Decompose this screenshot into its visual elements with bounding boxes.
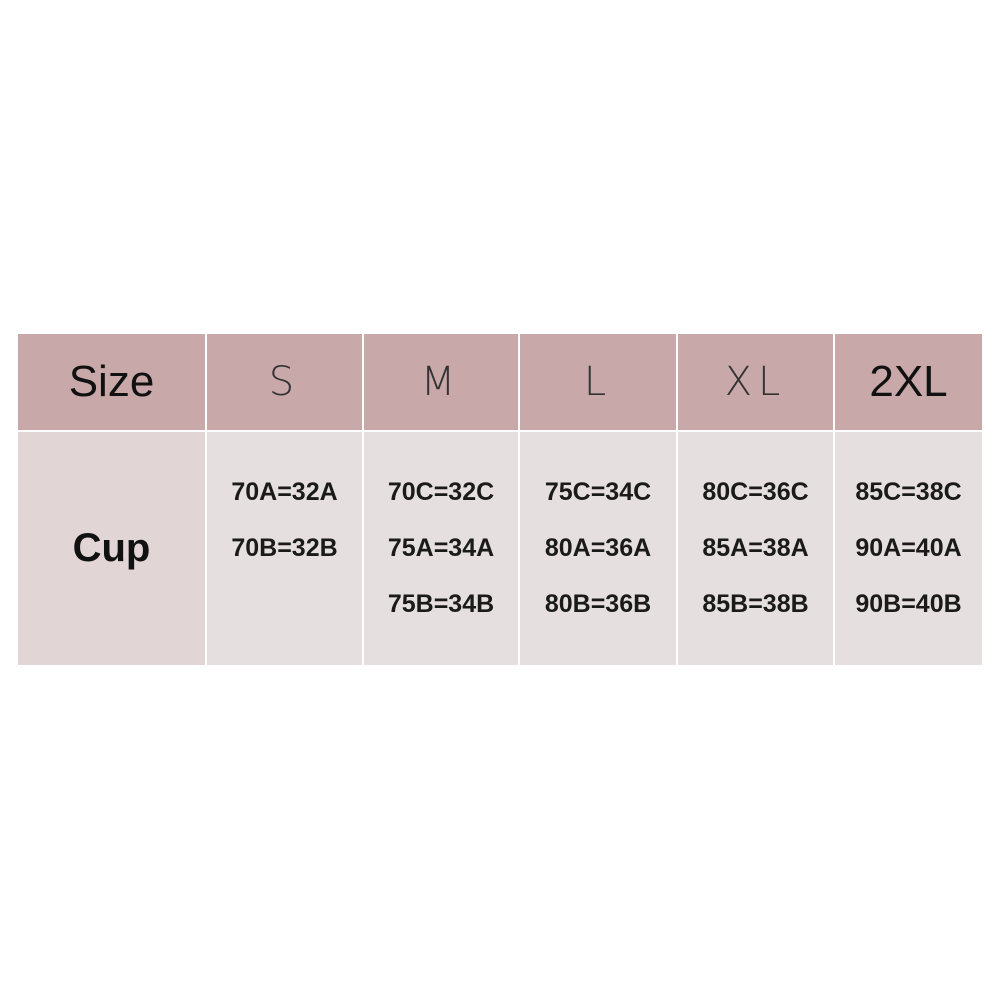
header-cell: L <box>520 334 676 430</box>
table-cell: 80C=36C 85A=38A 85B=38B <box>678 432 833 665</box>
size-conversion: 85C=38C <box>855 478 962 506</box>
table-cell: 85C=38C 90A=40A 90B=40B <box>835 432 982 665</box>
table-cell: 75C=34C 80A=36A 80B=36B <box>520 432 676 665</box>
header-cell: XL <box>678 334 833 430</box>
size-conversion: 90A=40A <box>855 534 962 562</box>
size-conversion: 75A=34A <box>387 534 495 562</box>
table-cell: 70A=32A 70B=32B <box>207 432 362 665</box>
header-cell: Size <box>18 334 205 430</box>
size-conversion: 80A=36A <box>544 534 652 562</box>
size-conversion: 85B=38B <box>702 590 809 618</box>
header-cell: S <box>207 334 362 430</box>
size-conversion: 90B=40B <box>855 590 962 618</box>
header-cell: 2XL <box>835 334 982 430</box>
size-conversion: 80B=36B <box>544 590 652 618</box>
table-cell: 70C=32C 75A=34A 75B=34B <box>364 432 518 665</box>
header-cell: M <box>364 334 518 430</box>
size-conversion: 75C=34C <box>544 478 652 506</box>
size-conversion: 70B=32B <box>231 534 338 562</box>
row-label: Cup <box>18 432 205 665</box>
size-conversion: 80C=36C <box>702 478 809 506</box>
size-conversion: 70A=32A <box>231 478 338 506</box>
size-conversion: 85A=38A <box>702 534 809 562</box>
size-conversion: 75B=34B <box>387 590 495 618</box>
size-conversion: 70C=32C <box>387 478 495 506</box>
